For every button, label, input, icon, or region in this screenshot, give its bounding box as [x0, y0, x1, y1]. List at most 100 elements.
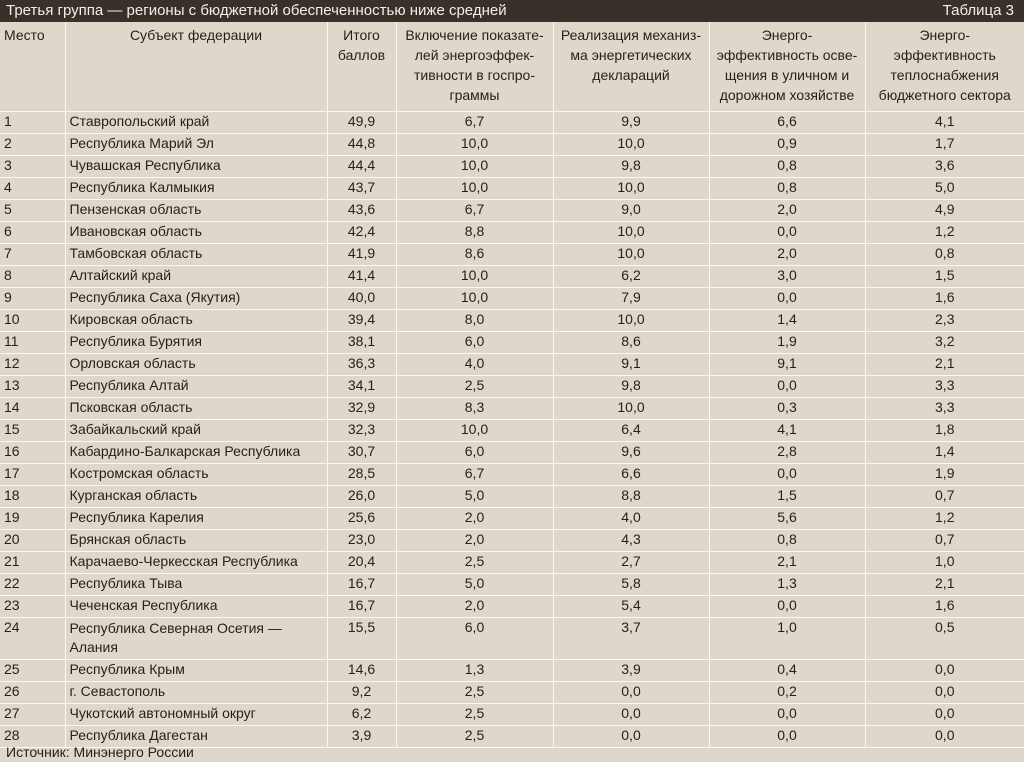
rank-cell: 7: [0, 243, 66, 266]
lighting-cell: 1,4: [709, 309, 866, 332]
region-cell: Чувашская Республика: [65, 155, 328, 178]
total-cell: 41,4: [327, 265, 397, 288]
column-header-programs: Включение показате-лей энергоэффек-тивно…: [396, 22, 554, 112]
lighting-cell: 0,0: [709, 375, 866, 398]
declarations-cell: 10,0: [553, 397, 710, 420]
total-cell: 32,3: [327, 419, 397, 442]
rank-cell: 25: [0, 659, 66, 682]
total-cell: 49,9: [327, 111, 397, 134]
lighting-cell: 0,0: [709, 595, 866, 618]
programs-cell: 8,3: [396, 397, 554, 420]
region-cell: Тамбовская область: [65, 243, 328, 266]
rank-cell: 10: [0, 309, 66, 332]
total-cell: 20,4: [327, 551, 397, 574]
heating-cell: 0,8: [865, 243, 1024, 266]
heating-cell: 1,6: [865, 595, 1024, 618]
table-row: 20 Брянская область 23,0 2,0 4,3 0,8 0,7: [0, 529, 1024, 552]
lighting-cell: 2,1: [709, 551, 866, 574]
lighting-cell: 0,0: [709, 725, 866, 748]
total-cell: 16,7: [327, 573, 397, 596]
region-cell: Орловская область: [65, 353, 328, 376]
column-header-lighting: Энерго-эффективность осве-щения в улично…: [709, 22, 866, 112]
total-cell: 6,2: [327, 703, 397, 726]
table-row: 28 Республика Дагестан 3,9 2,5 0,0 0,0 0,0: [0, 725, 1024, 748]
lighting-cell: 0,4: [709, 659, 866, 682]
region-cell: Чукотский автономный округ: [65, 703, 328, 726]
declarations-cell: 9,9: [553, 111, 710, 134]
lighting-cell: 0,8: [709, 529, 866, 552]
declarations-cell: 9,6: [553, 441, 710, 464]
total-cell: 28,5: [327, 463, 397, 486]
rank-cell: 4: [0, 177, 66, 200]
rank-cell: 24: [0, 617, 66, 660]
programs-cell: 8,0: [396, 309, 554, 332]
lighting-cell: 0,0: [709, 463, 866, 486]
total-cell: 26,0: [327, 485, 397, 508]
programs-cell: 2,5: [396, 681, 554, 704]
heating-cell: 2,3: [865, 309, 1024, 332]
programs-cell: 6,7: [396, 199, 554, 222]
programs-cell: 8,6: [396, 243, 554, 266]
programs-cell: 5,0: [396, 573, 554, 596]
table-row: 14 Псковская область 32,9 8,3 10,0 0,3 3,3: [0, 397, 1024, 420]
heating-cell: 3,6: [865, 155, 1024, 178]
programs-cell: 2,5: [396, 703, 554, 726]
rank-cell: 12: [0, 353, 66, 376]
region-cell: Республика Бурятия: [65, 331, 328, 354]
table-row: 9 Республика Саха (Якутия) 40,0 10,0 7,9 0,0 1…: [0, 287, 1024, 310]
rank-cell: 17: [0, 463, 66, 486]
region-cell: Забайкальский край: [65, 419, 328, 442]
rank-cell: 14: [0, 397, 66, 420]
heating-cell: 0,5: [865, 617, 1024, 660]
declarations-cell: 8,8: [553, 485, 710, 508]
heating-cell: 1,6: [865, 287, 1024, 310]
column-header-declarations: Реализация механиз-ма энергетических дек…: [553, 22, 710, 112]
total-cell: 43,6: [327, 199, 397, 222]
heating-cell: 1,0: [865, 551, 1024, 574]
region-cell: Республика Марий Эл: [65, 133, 328, 156]
declarations-cell: 8,6: [553, 331, 710, 354]
table-row: 11 Республика Бурятия 38,1 6,0 8,6 1,9 3,2: [0, 331, 1024, 354]
programs-cell: 6,7: [396, 463, 554, 486]
total-cell: 3,9: [327, 725, 397, 748]
programs-cell: 2,0: [396, 595, 554, 618]
table-row: 2 Республика Марий Эл 44,8 10,0 10,0 0,9 1,7: [0, 133, 1024, 156]
rank-cell: 8: [0, 265, 66, 288]
lighting-cell: 5,6: [709, 507, 866, 530]
total-cell: 30,7: [327, 441, 397, 464]
total-cell: 36,3: [327, 353, 397, 376]
lighting-cell: 2,8: [709, 441, 866, 464]
lighting-cell: 3,0: [709, 265, 866, 288]
rank-cell: 22: [0, 573, 66, 596]
heating-cell: 1,5: [865, 265, 1024, 288]
programs-cell: 2,5: [396, 375, 554, 398]
lighting-cell: 9,1: [709, 353, 866, 376]
region-cell: Республика Дагестан: [65, 725, 328, 748]
table-row: 10 Кировская область 39,4 8,0 10,0 1,4 2,3: [0, 309, 1024, 332]
region-cell: Республика Саха (Якутия): [65, 287, 328, 310]
column-header-region: Субъект федерации: [65, 22, 328, 112]
table-row: 23 Чеченская Республика 16,7 2,0 5,4 0,0 1,6: [0, 595, 1024, 618]
table-title-bar: Третья группа — регионы с бюджетной обес…: [0, 0, 1024, 22]
column-header-heating: Энерго-эффективность теплоснабжения бюдж…: [865, 22, 1024, 112]
table-row: 12 Орловская область 36,3 4,0 9,1 9,1 2,1: [0, 353, 1024, 376]
programs-cell: 5,0: [396, 485, 554, 508]
programs-cell: 10,0: [396, 177, 554, 200]
table-body: 1 Ставропольский край 49,9 6,7 9,9 6,6 4,1 2 Рес…: [0, 111, 1024, 748]
table-number: Таблица 3: [942, 2, 1014, 19]
rank-cell: 1: [0, 111, 66, 134]
header-row: Место Субъект федерации Итого баллов Вкл…: [0, 22, 1024, 112]
table-row: 19 Республика Карелия 25,6 2,0 4,0 5,6 1,2: [0, 507, 1024, 530]
declarations-cell: 10,0: [553, 133, 710, 156]
total-cell: 15,5: [327, 617, 397, 660]
lighting-cell: 4,1: [709, 419, 866, 442]
rank-cell: 28: [0, 725, 66, 748]
heating-cell: 0,7: [865, 485, 1024, 508]
table-row: 22 Республика Тыва 16,7 5,0 5,8 1,3 2,1: [0, 573, 1024, 596]
lighting-cell: 0,0: [709, 221, 866, 244]
lighting-cell: 1,3: [709, 573, 866, 596]
heating-cell: 0,0: [865, 681, 1024, 704]
heating-cell: 4,1: [865, 111, 1024, 134]
programs-cell: 10,0: [396, 265, 554, 288]
total-cell: 40,0: [327, 287, 397, 310]
